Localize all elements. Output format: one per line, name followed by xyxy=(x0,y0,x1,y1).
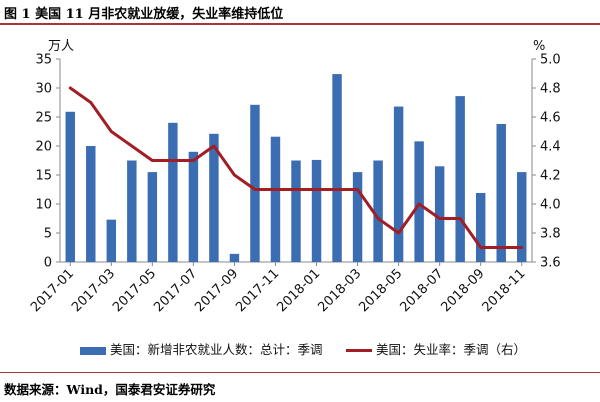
legend-item-bar: 美国：新增非农就业人数：总计：季调 xyxy=(80,340,323,360)
x-tick-label: 2017-03 xyxy=(69,266,118,315)
x-tick-label: 2018-09 xyxy=(439,266,488,315)
left-tick-label: 15 xyxy=(35,169,52,184)
bar xyxy=(65,111,75,262)
x-tick-label: 2018-05 xyxy=(356,266,405,315)
legend-line-swatch xyxy=(346,349,372,352)
bar xyxy=(332,74,342,262)
legend-bar-label: 美国：新增非农就业人数：总计：季调 xyxy=(110,342,323,357)
legend-line-label: 美国：失业率：季调（右） xyxy=(376,342,527,357)
right-tick-label: 4.0 xyxy=(540,198,561,213)
right-tick-label: 4.6 xyxy=(540,111,561,126)
x-tick-label: 2017-07 xyxy=(151,266,200,315)
right-tick-label: 3.8 xyxy=(540,227,561,242)
bar xyxy=(229,253,240,262)
title-divider xyxy=(0,23,600,25)
line-series xyxy=(68,86,524,249)
bar xyxy=(188,151,199,262)
right-tick-label: 3.6 xyxy=(540,256,561,271)
right-tick-label: 4.4 xyxy=(540,140,561,155)
footer-divider xyxy=(0,372,600,373)
bar xyxy=(311,159,322,262)
bar xyxy=(270,136,281,262)
bar xyxy=(414,141,424,262)
bar xyxy=(517,172,527,262)
bar-series xyxy=(65,74,527,263)
x-tick-label: 2017-11 xyxy=(233,266,282,315)
bar xyxy=(168,122,178,262)
left-tick-label: 0 xyxy=(44,256,52,271)
right-unit-label: % xyxy=(533,39,545,54)
bar xyxy=(291,160,301,262)
x-tick-label: 2018-01 xyxy=(274,266,323,315)
x-tick-label: 2017-01 xyxy=(28,266,77,315)
left-tick-label: 10 xyxy=(35,198,52,213)
chart-area: 0 5 10 15 20 25 30 35 3.6 3.8 4.0 4.2 4.4 4.6 4.8 5.0 万人… xyxy=(28,39,561,315)
left-tick-label: 20 xyxy=(35,140,52,155)
bar xyxy=(86,146,96,262)
legend: 美国：新增非农就业人数：总计：季调 美国：失业率：季调（右） xyxy=(0,340,600,364)
x-tick-label: 2018-07 xyxy=(397,266,446,315)
bar xyxy=(106,219,117,262)
x-tick-label: 2017-05 xyxy=(110,266,159,315)
left-tick-label: 5 xyxy=(44,227,52,242)
right-tick-label: 4.2 xyxy=(540,169,561,184)
right-tick-label: 5.0 xyxy=(540,53,561,68)
legend-bar-swatch xyxy=(80,346,106,355)
bar xyxy=(475,192,486,262)
x-tick-label: 2017-09 xyxy=(192,266,241,315)
title-bar: 图 1 美国 11 月非农就业放缓，失业率维持低位 xyxy=(0,0,600,25)
bar xyxy=(455,96,465,263)
bar xyxy=(373,160,383,262)
x-tick-label: 2018-11 xyxy=(480,266,529,315)
bar xyxy=(250,104,260,262)
left-tick-label: 30 xyxy=(35,82,52,97)
left-unit-label: 万人 xyxy=(48,39,74,54)
bar xyxy=(393,106,404,262)
bar xyxy=(127,160,137,262)
left-tick-label: 35 xyxy=(35,53,52,68)
x-tick-label: 2018-03 xyxy=(315,266,364,315)
bar xyxy=(434,166,445,262)
bar xyxy=(209,133,219,262)
chart-title: 图 1 美国 11 月非农就业放缓，失业率维持低位 xyxy=(4,7,284,22)
source-note: 数据来源：Wind，国泰君安证券研究 xyxy=(4,382,216,397)
bar xyxy=(147,172,158,262)
right-tick-label: 4.8 xyxy=(540,82,561,97)
bar xyxy=(352,172,363,262)
bar xyxy=(496,123,506,263)
left-tick-label: 25 xyxy=(35,111,52,126)
legend-item-line: 美国：失业率：季调（右） xyxy=(346,340,526,360)
unemployment-line xyxy=(68,86,524,249)
